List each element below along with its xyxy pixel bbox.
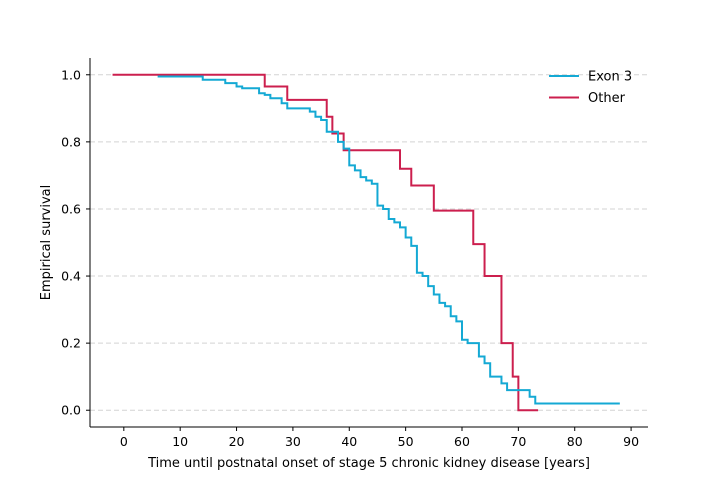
x-tick-label-8: 80 [567,434,583,449]
y-tick-label-0: 0.0 [61,403,81,418]
x-tick-label-3: 30 [285,434,301,449]
x-tick-label-5: 50 [398,434,414,449]
series-line-other [112,73,539,412]
x-tick-label-2: 20 [229,434,245,449]
x-tick-label-1: 10 [172,434,188,449]
y-tick-label-5: 1.0 [61,67,81,82]
x-tick-label-6: 60 [454,434,470,449]
series-line-exon-3 [157,75,620,405]
y-tick-label-4: 0.8 [61,134,81,149]
y-tick-label-3: 0.6 [61,201,81,216]
x-tick-label-9: 90 [623,434,639,449]
axes [89,58,648,428]
x-tick-label-4: 40 [341,434,357,449]
legend-label-exon-3: Exon 3 [588,70,632,85]
legend: Exon 3 Other [549,70,632,106]
series-lines [112,73,620,412]
y-axis-label: Empirical survival [39,185,54,301]
y-tick-label-1: 0.2 [61,336,81,351]
legend-label-other: Other [588,91,626,106]
x-tick-label-7: 70 [510,434,526,449]
ticks: 0 10 20 30 40 50 60 70 80 90 0.0 0.2 0.4 0.6 0.8 1.0 [61,67,639,449]
x-tick-label-0: 0 [120,434,128,449]
x-axis-label: Time until postnatal onset of stage 5 ch… [147,456,590,471]
y-tick-label-2: 0.4 [61,269,81,284]
